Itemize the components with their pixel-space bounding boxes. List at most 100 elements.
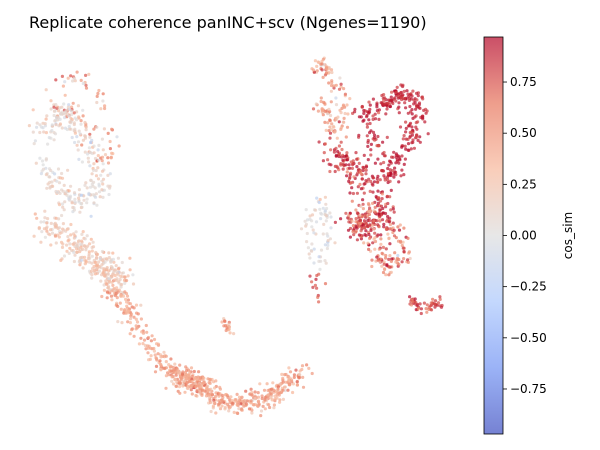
colorbar-label: cos_sim xyxy=(561,212,575,259)
scatter-point xyxy=(334,83,338,87)
scatter-point xyxy=(45,225,49,229)
scatter-point xyxy=(361,165,365,169)
scatter-point xyxy=(329,127,334,132)
scatter-point xyxy=(425,303,429,307)
scatter-point xyxy=(104,279,108,283)
scatter-point xyxy=(320,108,324,112)
scatter-point xyxy=(72,111,76,115)
scatter-point xyxy=(200,392,204,396)
scatter-point xyxy=(361,168,365,173)
scatter-point xyxy=(112,287,116,291)
scatter-point xyxy=(100,159,104,163)
scatter-point xyxy=(399,83,403,87)
scatter-point xyxy=(371,183,375,187)
scatter-point xyxy=(111,283,115,287)
scatter-point xyxy=(66,227,70,231)
scatter-point xyxy=(402,162,406,166)
scatter-point xyxy=(106,156,110,160)
scatter-point xyxy=(80,143,84,147)
scatter-point xyxy=(411,89,415,93)
scatter-point xyxy=(152,337,157,342)
scatter-point xyxy=(368,121,372,126)
scatter-point xyxy=(162,350,166,354)
scatter-point xyxy=(325,71,329,75)
scatter-point xyxy=(286,375,290,379)
scatter-point xyxy=(76,140,81,144)
scatter-point xyxy=(60,257,64,261)
scatter-point xyxy=(392,172,396,176)
scatter-point xyxy=(385,264,389,268)
scatter-point xyxy=(49,99,53,103)
scatter-point xyxy=(402,89,406,93)
scatter-point xyxy=(415,133,419,137)
scatter-point xyxy=(255,403,259,407)
scatter-point xyxy=(106,131,110,135)
scatter-point xyxy=(40,159,45,163)
scatter-point xyxy=(397,263,401,267)
scatter-point xyxy=(301,375,305,379)
scatter-point xyxy=(379,237,383,241)
scatter-point xyxy=(41,163,45,167)
scatter-point xyxy=(345,174,349,178)
scatter-point xyxy=(194,393,198,398)
scatter-point xyxy=(123,290,127,294)
scatter-point xyxy=(348,235,352,239)
scatter-point xyxy=(392,210,396,214)
scatter-point xyxy=(357,233,361,237)
scatter-point xyxy=(210,393,214,397)
scatter-point xyxy=(328,211,332,215)
scatter-point xyxy=(288,370,293,374)
scatter-point xyxy=(337,153,341,157)
scatter-point xyxy=(398,158,402,162)
scatter-point xyxy=(385,135,389,139)
scatter-point xyxy=(114,264,118,268)
scatter-point xyxy=(106,272,110,276)
scatter-point xyxy=(366,138,370,143)
scatter-point xyxy=(73,140,77,145)
scatter-point xyxy=(373,236,377,240)
scatter-point xyxy=(100,249,104,254)
scatter-point xyxy=(365,122,369,126)
scatter-point xyxy=(169,357,173,361)
scatter-point xyxy=(87,192,91,196)
scatter-point xyxy=(356,171,360,175)
scatter-point xyxy=(90,182,94,186)
scatter-point xyxy=(97,88,101,93)
scatter-point xyxy=(62,254,67,258)
scatter-point xyxy=(326,234,330,238)
scatter-point xyxy=(50,123,54,127)
scatter-point xyxy=(399,240,403,244)
scatter-point xyxy=(273,394,277,398)
scatter-point xyxy=(218,407,223,411)
scatter-point xyxy=(367,177,371,181)
scatter-point xyxy=(280,372,284,376)
scatter-point xyxy=(123,281,127,285)
scatter-point xyxy=(68,120,72,124)
scatter-point xyxy=(67,114,71,118)
scatter-point xyxy=(393,251,397,255)
scatter-point xyxy=(85,186,89,190)
scatter-point xyxy=(119,274,123,278)
scatter-point xyxy=(406,236,410,240)
scatter-point xyxy=(378,219,382,223)
scatter-point xyxy=(131,273,135,277)
scatter-point xyxy=(99,279,103,283)
scatter-point xyxy=(352,226,356,231)
scatter-point xyxy=(348,191,352,195)
scatter-point xyxy=(281,397,285,401)
scatter-point xyxy=(436,301,441,305)
scatter-point xyxy=(304,222,308,226)
scatter-point xyxy=(94,250,98,255)
scatter-point xyxy=(319,99,323,104)
scatter-point xyxy=(394,236,398,240)
scatter-point xyxy=(311,68,316,72)
scatter-point xyxy=(260,394,264,398)
scatter-point xyxy=(350,199,354,203)
scatter-point xyxy=(414,300,418,305)
scatter-point xyxy=(52,138,56,142)
scatter-point xyxy=(112,260,116,264)
scatter-point xyxy=(193,381,197,385)
scatter-point xyxy=(377,247,381,251)
scatter-point xyxy=(382,150,386,155)
scatter-point xyxy=(362,191,366,195)
